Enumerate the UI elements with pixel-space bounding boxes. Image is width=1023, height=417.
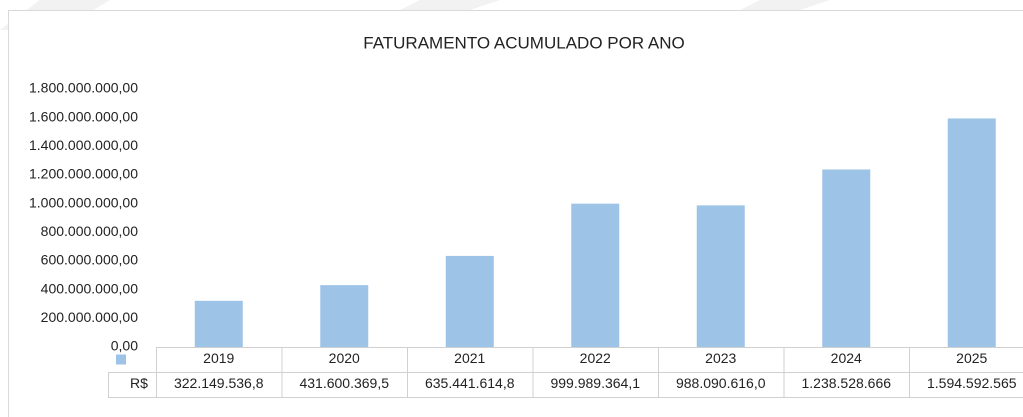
x-tick-label: 2025	[956, 350, 987, 366]
y-tick-label: 0,00	[111, 338, 138, 354]
legend-key	[116, 354, 126, 365]
chart-title: FATURAMENTO ACUMULADO POR ANO	[363, 33, 684, 52]
data-table-value: 988.090.616,0	[676, 375, 766, 391]
data-table-value: 322.149.536,8	[174, 375, 264, 391]
bar	[822, 169, 871, 347]
y-tick-label: 1.600.000.000,00	[29, 108, 138, 124]
background-stripe	[400, 0, 500, 10]
y-tick-label: 1.200.000.000,00	[29, 166, 138, 182]
data-table-value: 1.594.592.565	[927, 375, 1017, 391]
bar	[571, 203, 620, 347]
y-tick-label: 1.800.000.000,00	[29, 80, 138, 96]
y-tick-label: 600.000.000,00	[41, 252, 139, 268]
y-tick-label: 800.000.000,00	[41, 223, 139, 239]
x-tick-label: 2019	[203, 350, 234, 366]
x-tick-label: 2020	[329, 350, 360, 366]
data-table-value: 431.600.369,5	[299, 375, 389, 391]
chart-border	[8, 10, 1023, 417]
bar	[947, 118, 996, 347]
bar	[445, 255, 494, 347]
y-tick-label: 400.000.000,00	[41, 280, 139, 296]
y-tick-label: 1.400.000.000,00	[29, 137, 138, 153]
bar	[194, 300, 243, 347]
y-tick-label: 200.000.000,00	[41, 309, 139, 325]
bar	[696, 205, 745, 347]
x-tick-label: 2021	[454, 350, 485, 366]
data-table-value: 1.238.528.666	[801, 375, 891, 391]
bar	[320, 285, 369, 347]
x-tick-label: 2024	[831, 350, 862, 366]
background-stripe	[740, 0, 830, 10]
y-tick-label: 1.000.000.000,00	[29, 194, 138, 210]
x-tick-label: 2022	[580, 350, 611, 366]
legend-label: R$	[130, 375, 148, 391]
data-table-value: 999.989.364,1	[550, 375, 640, 391]
x-tick-label: 2023	[705, 350, 736, 366]
data-table-value: 635.441.614,8	[425, 375, 515, 391]
